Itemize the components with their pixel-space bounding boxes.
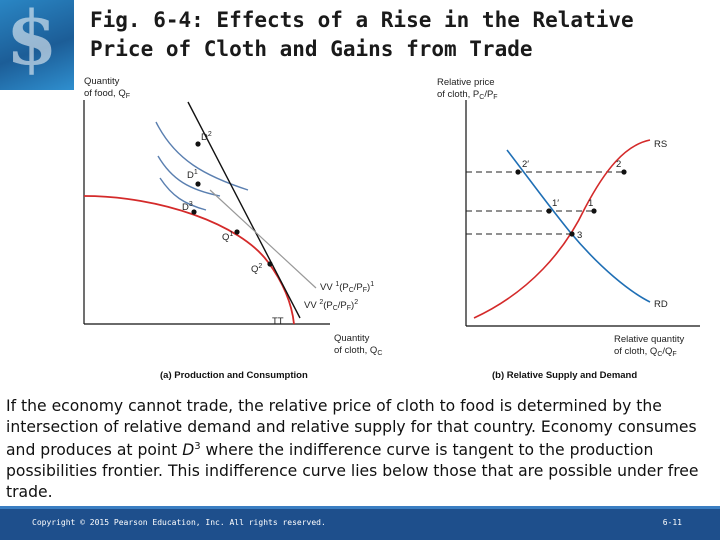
dollar-sign-icon: $ xyxy=(6,0,58,82)
body-symbol-d: D xyxy=(182,441,195,460)
point-1 xyxy=(591,208,597,214)
panel-a-x-label-line2: of cloth, QC xyxy=(334,345,382,357)
point-3 xyxy=(569,231,575,237)
label-vv1: VV 1(PC/PF)1 xyxy=(320,281,374,294)
footer-rule xyxy=(0,506,720,509)
panel-b-caption: (b) Relative Supply and Demand xyxy=(492,370,637,381)
body-symbol-superscript: 3 xyxy=(194,441,201,453)
label-2: 2 xyxy=(616,159,621,170)
label-d1: D1 xyxy=(187,169,198,181)
label-q2: Q2 xyxy=(251,263,262,275)
price-line-vv2 xyxy=(187,101,301,319)
body-text-part-2: where the indifference curve is tangent … xyxy=(6,441,699,501)
panel-b-y-label-line1: Relative price xyxy=(437,77,495,88)
copyright-text: Copyright © 2015 Pearson Education, Inc.… xyxy=(32,518,326,527)
point-2 xyxy=(621,169,627,175)
label-1-prime: 1′ xyxy=(552,198,559,209)
label-3: 3 xyxy=(577,230,582,241)
label-d3: D3 xyxy=(182,201,193,213)
publisher-logo: $ xyxy=(0,0,74,90)
panel-a: Quantity of food, QF Quantity of cloth, … xyxy=(83,76,382,381)
indifference-curve-d1 xyxy=(157,155,221,197)
curve-rs xyxy=(473,139,651,319)
label-d2: D2 xyxy=(201,131,212,143)
point-d3 xyxy=(191,209,197,215)
body-text-part-1: If the economy cannot trade, the relativ… xyxy=(6,397,697,460)
panel-a-caption: (a) Production and Consumption xyxy=(160,370,308,381)
curve-rd xyxy=(506,149,651,303)
indifference-curve-d3 xyxy=(159,177,207,211)
figure-diagram: Quantity of food, QF Quantity of cloth, … xyxy=(83,76,700,381)
point-1-prime xyxy=(546,208,552,214)
panel-b-x-label-line1: Relative quantity xyxy=(614,334,684,345)
label-vv2: VV 2(PC/PF)2 xyxy=(304,299,358,312)
body-paragraph: If the economy cannot trade, the relativ… xyxy=(6,396,712,502)
panel-b-y-label-line2: of cloth, PC/PF xyxy=(437,89,498,101)
panel-b-x-label-line2: of cloth, QC/QF xyxy=(614,346,677,358)
panel-b: Relative price of cloth, PC/PF Relative … xyxy=(437,77,700,381)
panel-a-x-label-line1: Quantity xyxy=(334,333,370,344)
label-1: 1 xyxy=(588,198,593,209)
title-line-2: Price of Cloth and Gains from Trade xyxy=(90,37,533,61)
point-q2 xyxy=(267,261,273,267)
point-d1 xyxy=(195,181,201,187)
price-line-vv1 xyxy=(209,189,317,289)
slide-title: Fig. 6-4: Effects of a Rise in the Relat… xyxy=(90,6,710,64)
label-rd: RD xyxy=(654,299,668,310)
ppf-curve-tt xyxy=(83,195,295,325)
label-q1: Q1 xyxy=(222,231,233,243)
title-line-1: Fig. 6-4: Effects of a Rise in the Relat… xyxy=(90,8,634,32)
panel-a-y-label-line1: Quantity xyxy=(84,76,120,87)
label-2-prime: 2′ xyxy=(522,159,529,170)
indifference-curve-d2 xyxy=(155,121,249,191)
point-2-prime xyxy=(515,169,521,175)
slide-footer: Copyright © 2015 Pearson Education, Inc.… xyxy=(0,506,720,540)
label-tt: TT xyxy=(272,316,284,327)
point-d2 xyxy=(195,141,201,147)
panel-a-y-label-line2: of food, QF xyxy=(84,88,130,100)
point-q1 xyxy=(234,229,240,235)
page-number: 6-11 xyxy=(662,518,682,527)
slide-body-text: If the economy cannot trade, the relativ… xyxy=(6,396,712,502)
label-rs: RS xyxy=(654,139,667,150)
